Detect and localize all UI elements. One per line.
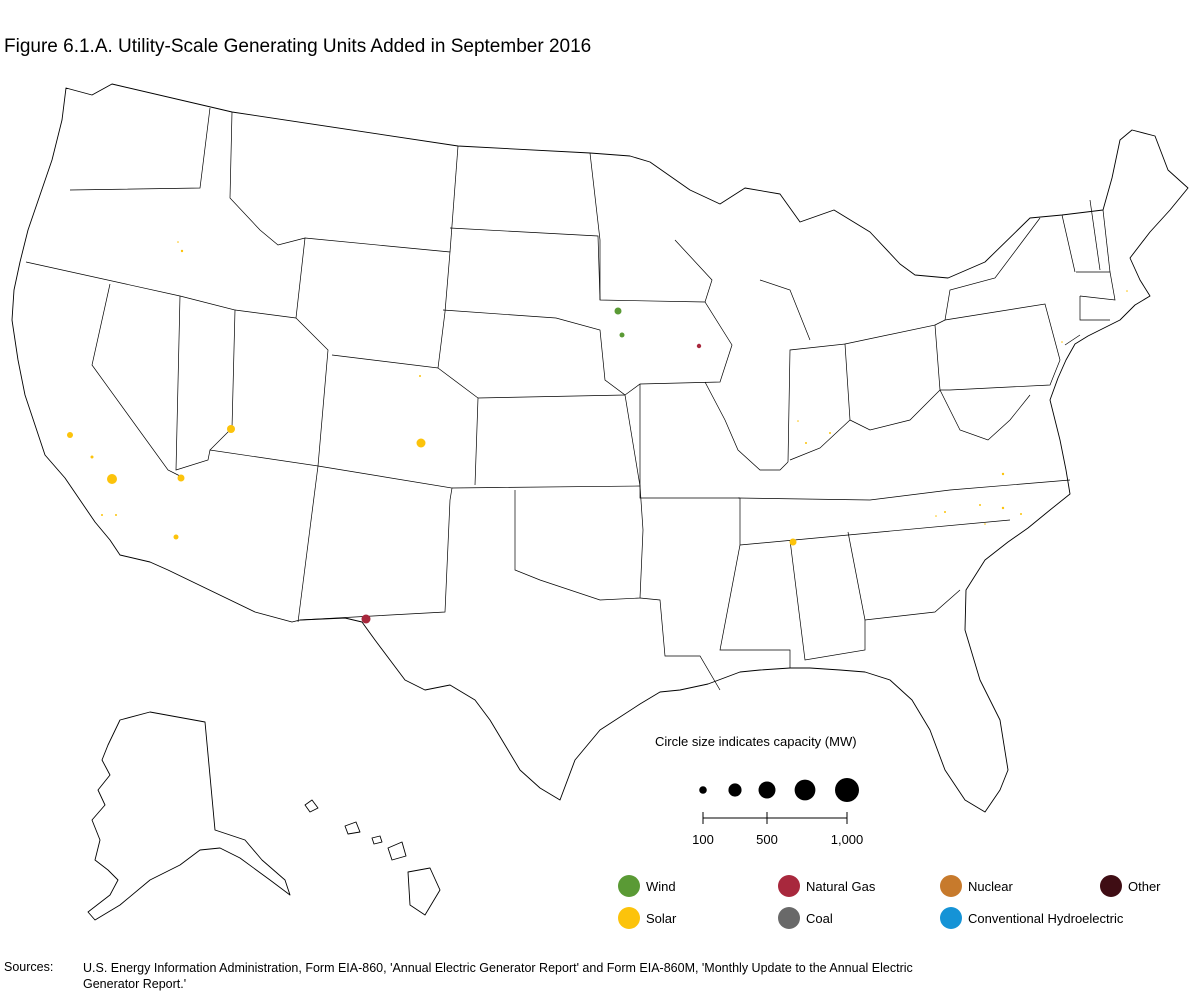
plant-marker (101, 514, 103, 516)
plant-marker (107, 474, 117, 484)
legend-swatch-natural-gas (778, 875, 800, 897)
plant-marker (1001, 506, 1005, 510)
legend-swatch-other (1100, 875, 1122, 897)
legend-swatch-coal (778, 907, 800, 929)
plant-marker (984, 523, 986, 525)
legend-swatch-nuclear (940, 875, 962, 897)
contiguous-us-outline (11, 83, 1189, 813)
size-legend-label-500: 500 (756, 832, 778, 847)
legend-wind: Wind (618, 875, 676, 897)
generating-units (67, 241, 1128, 624)
size-legend-label-100: 100 (692, 832, 714, 847)
sources-label: Sources: (4, 960, 54, 974)
plant-marker (177, 474, 185, 482)
legend-label: Nuclear (968, 878, 1013, 894)
size-legend-label-1000: 1,000 (830, 832, 864, 847)
legend-label: Wind (646, 878, 676, 894)
plant-marker (1126, 290, 1128, 292)
plant-marker (180, 249, 184, 253)
plant-marker (619, 332, 625, 338)
plant-marker (979, 504, 981, 506)
legend-swatch-solar (618, 907, 640, 929)
legend-other: Other (1100, 875, 1161, 897)
plant-marker (944, 511, 946, 513)
legend-label: Natural Gas (806, 878, 876, 894)
plant-marker (361, 614, 371, 624)
legend-label: Other (1128, 878, 1161, 894)
legend-label: Coal (806, 910, 833, 926)
plant-marker (797, 420, 799, 422)
size-legend-circle (794, 779, 816, 801)
figure-title: Figure 6.1.A. Utility-Scale Generating U… (4, 36, 592, 57)
sources-note: Sources: U.S. Energy Information Adminis… (4, 960, 963, 992)
plant-marker (829, 432, 831, 434)
legend-natural-gas: Natural Gas (778, 875, 875, 897)
size-legend-circle (728, 783, 742, 797)
plant-marker (416, 438, 426, 448)
plant-marker (1020, 513, 1022, 515)
plant-marker (789, 538, 797, 546)
legend-label: Conventional Hydroelectric (968, 910, 1124, 926)
plant-marker (419, 375, 421, 377)
plant-marker (227, 425, 235, 433)
legend-solar: Solar (618, 907, 676, 929)
plant-marker (177, 241, 179, 243)
plant-marker (614, 307, 622, 315)
legend-swatch-hydroelectric (940, 907, 962, 929)
plant-marker (67, 432, 73, 438)
plant-marker (1001, 472, 1005, 476)
plant-marker (935, 515, 937, 517)
size-legend-circle (758, 781, 776, 799)
size-legend-circle (699, 786, 707, 794)
legend-coal: Coal (778, 907, 833, 929)
plant-marker (173, 534, 179, 540)
legend-label: Solar (646, 910, 677, 926)
state-borders (25, 107, 1116, 691)
legend-conventional-hydroelectric: Conventional Hydroelectric (940, 907, 1123, 929)
plant-marker (1061, 341, 1063, 343)
legend-swatch-wind (618, 875, 640, 897)
hawaii-outline (304, 799, 441, 916)
size-legend (699, 778, 859, 824)
plant-marker (805, 442, 807, 444)
sources-text: U.S. Energy Information Administration, … (83, 961, 913, 991)
plant-marker (696, 343, 702, 349)
size-legend-circle (835, 778, 859, 802)
plant-marker (115, 514, 117, 516)
alaska-outline (87, 711, 291, 921)
size-legend-title: Circle size indicates capacity (MW) (655, 734, 857, 749)
plant-marker (90, 455, 94, 459)
legend-nuclear: Nuclear (940, 875, 1013, 897)
